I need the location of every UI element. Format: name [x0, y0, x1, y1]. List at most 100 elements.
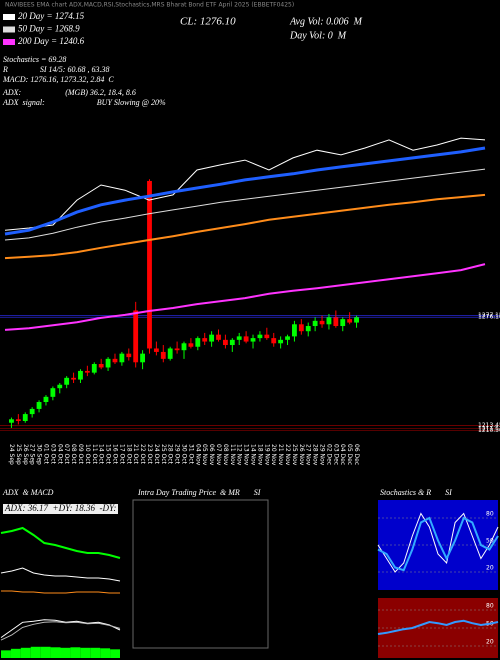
legend-label: 200 Day = 1240.6	[18, 36, 85, 46]
x-tick-label: 27 Sep	[29, 444, 36, 465]
candle-body	[71, 377, 76, 380]
candle-body	[91, 364, 97, 373]
panel-title: Intra Day Trading Price & MR SI	[137, 488, 261, 497]
x-tick-label: 01 Oct	[42, 444, 49, 465]
histogram-bar	[90, 647, 101, 658]
x-tick-label: 16 Oct	[111, 444, 118, 465]
x-tick-label: 12 Nov	[236, 444, 243, 466]
candle-body	[209, 334, 215, 342]
candle-body	[236, 336, 242, 340]
candle-body	[250, 338, 256, 342]
legend-label: 20 Day = 1274.15	[18, 11, 85, 21]
x-tick-label: 25 Oct	[160, 444, 167, 465]
candle-body	[15, 419, 21, 422]
candle-body	[57, 384, 63, 389]
x-tick-label: 07 Nov	[215, 444, 222, 466]
y-tick-label: 1211.51	[478, 425, 500, 432]
candle-body	[43, 396, 49, 403]
series-line	[4, 137, 486, 231]
x-tick-label: 26 Nov	[298, 444, 305, 466]
candle-body	[333, 317, 339, 327]
candle-body	[119, 353, 125, 363]
candle-body	[347, 319, 353, 323]
candle-body	[257, 334, 263, 339]
x-tick-label: 23 Oct	[146, 444, 153, 465]
candle-body	[160, 351, 166, 359]
x-tick-label: 24 Oct	[153, 444, 160, 465]
x-tick-label: 30 Sep	[36, 444, 43, 465]
histogram-bar	[50, 647, 61, 658]
x-tick-label: 31 Oct	[187, 444, 194, 465]
x-tick-label: 07 Oct	[63, 444, 70, 465]
x-tick-label: 25 Nov	[291, 444, 298, 466]
candle-body	[126, 353, 132, 358]
candle-body	[326, 317, 332, 325]
histogram-bar	[40, 646, 51, 658]
x-tick-label: 22 Nov	[284, 444, 291, 466]
adx-info: ADX: (MGB) 36.2, 18.4, 8.6	[2, 88, 136, 97]
x-tick-label: 11 Nov	[229, 444, 236, 466]
candle-body	[278, 339, 284, 344]
panel-title: ADX & MACD	[2, 488, 54, 497]
x-tick-label: 21 Oct	[132, 444, 139, 465]
candle-body	[229, 339, 235, 346]
candle-body	[167, 348, 173, 359]
candle-body	[29, 408, 35, 415]
x-tick-label: 05 Nov	[201, 444, 208, 466]
y-tick-label: 20	[486, 639, 494, 646]
x-tick-label: 11 Oct	[91, 444, 98, 465]
histogram-bar	[10, 648, 21, 658]
candle-body	[147, 180, 152, 349]
candle-body	[298, 324, 304, 332]
x-tick-label: 20 Nov	[270, 444, 277, 466]
x-tick-label: 14 Oct	[98, 444, 105, 465]
x-tick-label: 10 Oct	[84, 444, 91, 465]
series-line	[0, 526, 121, 559]
candle-body	[174, 348, 180, 351]
histogram-bar	[80, 647, 91, 658]
candle-body	[78, 370, 83, 380]
x-tick-label: 24 Sep	[8, 444, 15, 465]
stochastics-info: Stochastics = 69.28	[3, 55, 66, 64]
x-tick-label: 08 Nov	[222, 444, 229, 466]
candle-body	[36, 402, 42, 409]
candle-body	[98, 364, 104, 368]
x-tick-label: 25 Sep	[15, 444, 22, 465]
series-line	[4, 193, 486, 260]
legend-swatch	[3, 26, 15, 33]
rsi-info: R SI 14/5: 60.68 , 63.38	[2, 65, 109, 74]
adx-signal: ADX signal: BUY Slowing @ 20%	[2, 98, 166, 107]
candle-body	[188, 343, 194, 347]
y-tick-label: 80	[486, 603, 494, 610]
x-tick-label: 04 Nov	[194, 444, 201, 466]
candle-body	[319, 320, 325, 325]
candle-body	[354, 317, 359, 323]
candle-body	[340, 319, 346, 327]
series-line	[0, 619, 121, 639]
candle-body	[243, 336, 249, 342]
close-price: CL: 1276.10	[180, 16, 236, 28]
x-tick-label: 26 Sep	[22, 444, 29, 465]
series-line	[4, 263, 486, 331]
legend-label: 50 Day = 1268.9	[18, 24, 80, 34]
x-tick-label: 08 Oct	[70, 444, 77, 465]
x-tick-label: 28 Nov	[312, 444, 319, 466]
x-tick-label: 02 Dec	[325, 444, 332, 465]
day-volume: Day Vol: 0 M	[289, 30, 347, 41]
x-tick-label: 06 Dec	[353, 444, 360, 465]
y-tick-label: 1277.15	[478, 312, 500, 319]
histogram-bar	[1, 650, 11, 658]
candle-body	[84, 370, 90, 373]
y-tick-label: 50	[486, 538, 494, 545]
x-tick-label: 29 Oct	[174, 444, 181, 465]
candle-body	[105, 358, 111, 368]
x-tick-label: 04 Dec	[339, 444, 346, 465]
candle-body	[216, 334, 221, 340]
x-tick-label: 30 Oct	[181, 444, 188, 465]
panel-label: ADX: 36.17 +DY: 18.36 -DY: 8.6	[4, 503, 130, 513]
series-line	[1, 590, 120, 594]
x-tick-label: 21 Nov	[277, 444, 284, 466]
y-tick-label: 1210.50	[478, 427, 500, 434]
